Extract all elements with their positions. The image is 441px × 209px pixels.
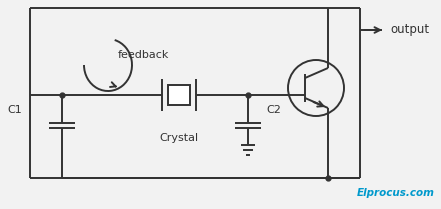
Text: Elprocus.com: Elprocus.com xyxy=(357,188,435,198)
Text: C1: C1 xyxy=(7,105,22,115)
Text: feedback: feedback xyxy=(118,50,169,60)
Bar xyxy=(168,85,190,105)
Text: output: output xyxy=(390,23,429,37)
Text: C2: C2 xyxy=(266,105,281,115)
Text: Crystal: Crystal xyxy=(160,133,198,143)
